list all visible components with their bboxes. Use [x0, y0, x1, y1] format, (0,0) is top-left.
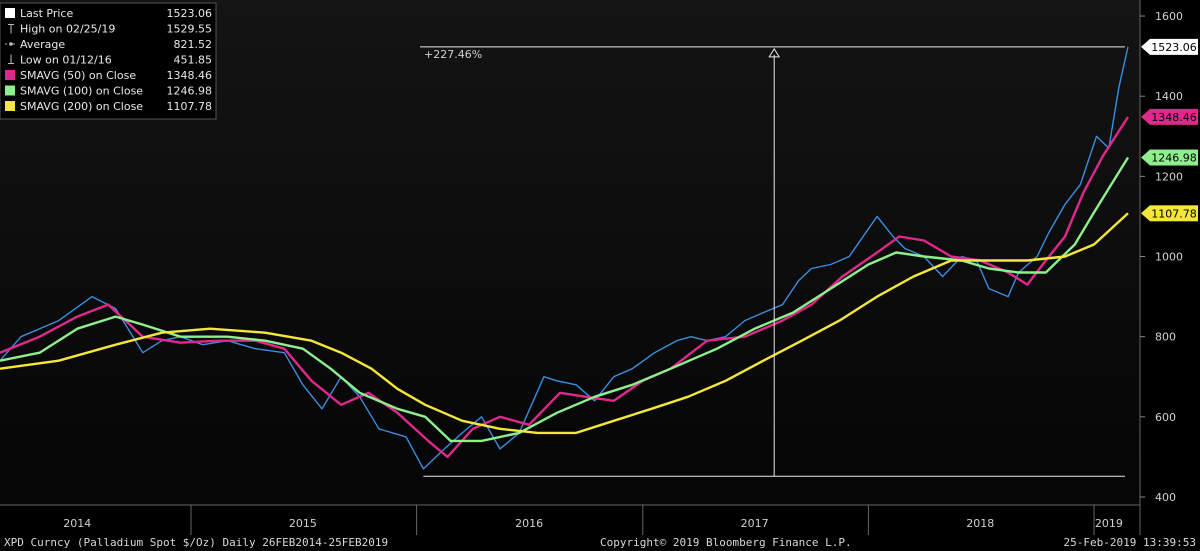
legend-swatch-6 [5, 101, 15, 111]
footer-bar: XPD Curncy (Palladium Spot $/Oz) Daily 2… [0, 535, 1200, 551]
series-line-0 [0, 46, 1129, 470]
legend-label-2: Average [20, 38, 65, 51]
average-dot-icon [9, 42, 13, 46]
axis-tag-pointer-2 [1141, 149, 1150, 166]
footer-timestamp: 25-Feb-2019 13:39:53 [1063, 536, 1196, 549]
series-layer [0, 46, 1130, 470]
legend-label-5: SMAVG (100) on Close [20, 85, 143, 98]
footer-security: XPD Curncy (Palladium Spot $/Oz) Daily 2… [4, 536, 389, 549]
legend-label-0: Last Price [20, 7, 73, 20]
change-arrow-icon [768, 47, 781, 58]
change-label: +227.46% [424, 48, 482, 61]
legend-value-4: 1348.46 [167, 69, 213, 82]
legend: Last Price 1523.06 High on 02/25/19 1529.55… [0, 2, 217, 120]
axis-tag-pointer-0 [1141, 38, 1150, 55]
x-tick-label-0: 2014 [63, 517, 91, 530]
x-axis: 2014 2015 2016 2017 2018 2019 [63, 505, 1123, 535]
low-marker-icon [8, 54, 14, 64]
axis-tag-bg-0 [1150, 38, 1198, 55]
axis-tag-pointer-3 [1141, 205, 1150, 222]
legend-value-2: 821.52 [174, 38, 213, 51]
legend-label-4: SMAVG (50) on Close [20, 69, 136, 82]
legend-label-3: Low on 01/12/16 [20, 54, 112, 67]
x-tick-label-1: 2015 [289, 517, 317, 530]
annotation-layer: +227.46% [420, 46, 1125, 477]
legend-label-6: SMAVG (200) on Close [20, 100, 143, 113]
legend-swatch-5 [5, 85, 15, 96]
y-tick-label-6: 1600 [1155, 10, 1183, 23]
axis-tag-pointer-1 [1141, 108, 1150, 125]
axis-tag-label-3: 1107.78 [1151, 207, 1197, 220]
y-tick-label-5: 1400 [1155, 90, 1183, 103]
y-tick-label-4: 1200 [1155, 170, 1183, 183]
y-tick-label-1: 600 [1155, 411, 1176, 424]
legend-label-1: High on 02/25/19 [20, 23, 115, 36]
axis-tag-label-0: 1523.06 [1151, 41, 1197, 54]
y-tick-label-2: 800 [1155, 331, 1176, 344]
series-line-2 [0, 156, 1130, 443]
axis-tag-label-1: 1348.46 [1151, 111, 1197, 124]
y-axis: 400 600 800 1000 1200 1400 1600 [1140, 10, 1183, 504]
x-tick-label-5: 2019 [1095, 517, 1123, 530]
legend-value-3: 451.85 [174, 54, 213, 67]
footer-copyright: Copyright© 2019 Bloomberg Finance L.P. [600, 536, 852, 549]
legend-value-6: 1107.78 [167, 100, 213, 113]
legend-swatch-4 [5, 70, 15, 80]
axis-tag-label-2: 1246.98 [1151, 152, 1197, 165]
x-tick-label-2: 2016 [515, 517, 543, 530]
x-tick-label-4: 2018 [966, 517, 994, 530]
series-line-1 [0, 116, 1130, 459]
right-axis-area [1140, 0, 1200, 535]
high-marker-icon [8, 24, 14, 34]
legend-value-5: 1246.98 [167, 85, 213, 98]
axis-tag-bg-3 [1150, 205, 1198, 222]
legend-value-0: 1523.06 [167, 7, 213, 20]
legend-value-1: 1529.55 [167, 23, 213, 36]
y-tick-label-3: 1000 [1155, 251, 1183, 264]
legend-swatch-0 [5, 8, 15, 18]
axis-tag-bg-2 [1150, 149, 1198, 166]
series-line-3 [0, 212, 1129, 435]
y-tick-label-0: 400 [1155, 491, 1176, 504]
legend-box [0, 2, 217, 120]
bottom-axis-area [0, 505, 1140, 535]
x-tick-label-3: 2017 [741, 517, 769, 530]
axis-tag-bg-1 [1150, 108, 1198, 125]
right-axis-tags: 1523.06 1348.46 1246.98 1107.78 [1141, 38, 1198, 222]
